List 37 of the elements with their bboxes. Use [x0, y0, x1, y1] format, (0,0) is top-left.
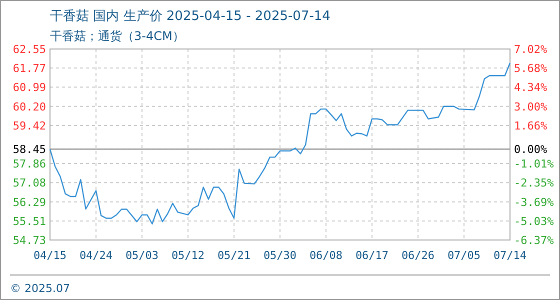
y2-tick-label: -1.01% — [514, 158, 554, 171]
x-tick-label: 07/05 — [447, 249, 481, 262]
y-tick-label: 55.51 — [12, 214, 46, 228]
y-tick-label: 60.99 — [12, 81, 46, 94]
text: © 2025.07 — [10, 282, 70, 295]
y-tick-label: 62.55 — [12, 43, 46, 56]
y-tick-label: 57.86 — [12, 158, 46, 171]
x-tick-label: 06/17 — [355, 249, 389, 262]
x-tick-label: 05/30 — [263, 249, 297, 262]
y2-tick-label: 1.66% — [514, 119, 548, 132]
y2-tick-label: -3.69% — [514, 196, 554, 209]
y-tick-label: 60.20 — [12, 100, 46, 114]
y2-tick-label: 3.00% — [514, 100, 548, 114]
y2-tick-label: -5.03% — [514, 214, 554, 228]
chart-title: 干香菇 国内 生产价 2025-04-15 - 2025-07-14 — [50, 9, 330, 24]
x-tick-label: 05/03 — [125, 249, 159, 262]
y-tick-label: 54.73 — [12, 234, 46, 247]
y2-tick-label: 4.34% — [514, 81, 548, 94]
x-tick-label: 04/24 — [79, 249, 113, 262]
y2-tick-label: 0.00% — [514, 143, 548, 156]
x-tick-label: 06/08 — [309, 249, 343, 262]
y2-tick-label: 5.68% — [514, 62, 548, 76]
chart-subtitle: 干香菇；通货（3-4CM） — [50, 29, 184, 43]
x-tick-label: 06/26 — [401, 249, 435, 262]
y2-tick-label: -2.35% — [514, 176, 554, 190]
y-tick-label: 56.29 — [12, 196, 46, 209]
x-tick-label: 07/14 — [493, 249, 527, 262]
y-tick-label: 58.45 — [12, 143, 46, 156]
y-tick-label: 59.42 — [12, 119, 46, 132]
y-tick-label: 57.08 — [12, 176, 46, 190]
line-series — [49, 62, 511, 224]
y2-tick-label: -6.37% — [514, 234, 554, 247]
y-tick-label: 61.77 — [12, 62, 46, 76]
y2-tick-label: 7.02% — [514, 43, 548, 56]
x-tick-label: 04/15 — [33, 249, 67, 262]
x-tick-label: 05/12 — [171, 249, 205, 262]
x-tick-label: 05/21 — [217, 249, 251, 262]
